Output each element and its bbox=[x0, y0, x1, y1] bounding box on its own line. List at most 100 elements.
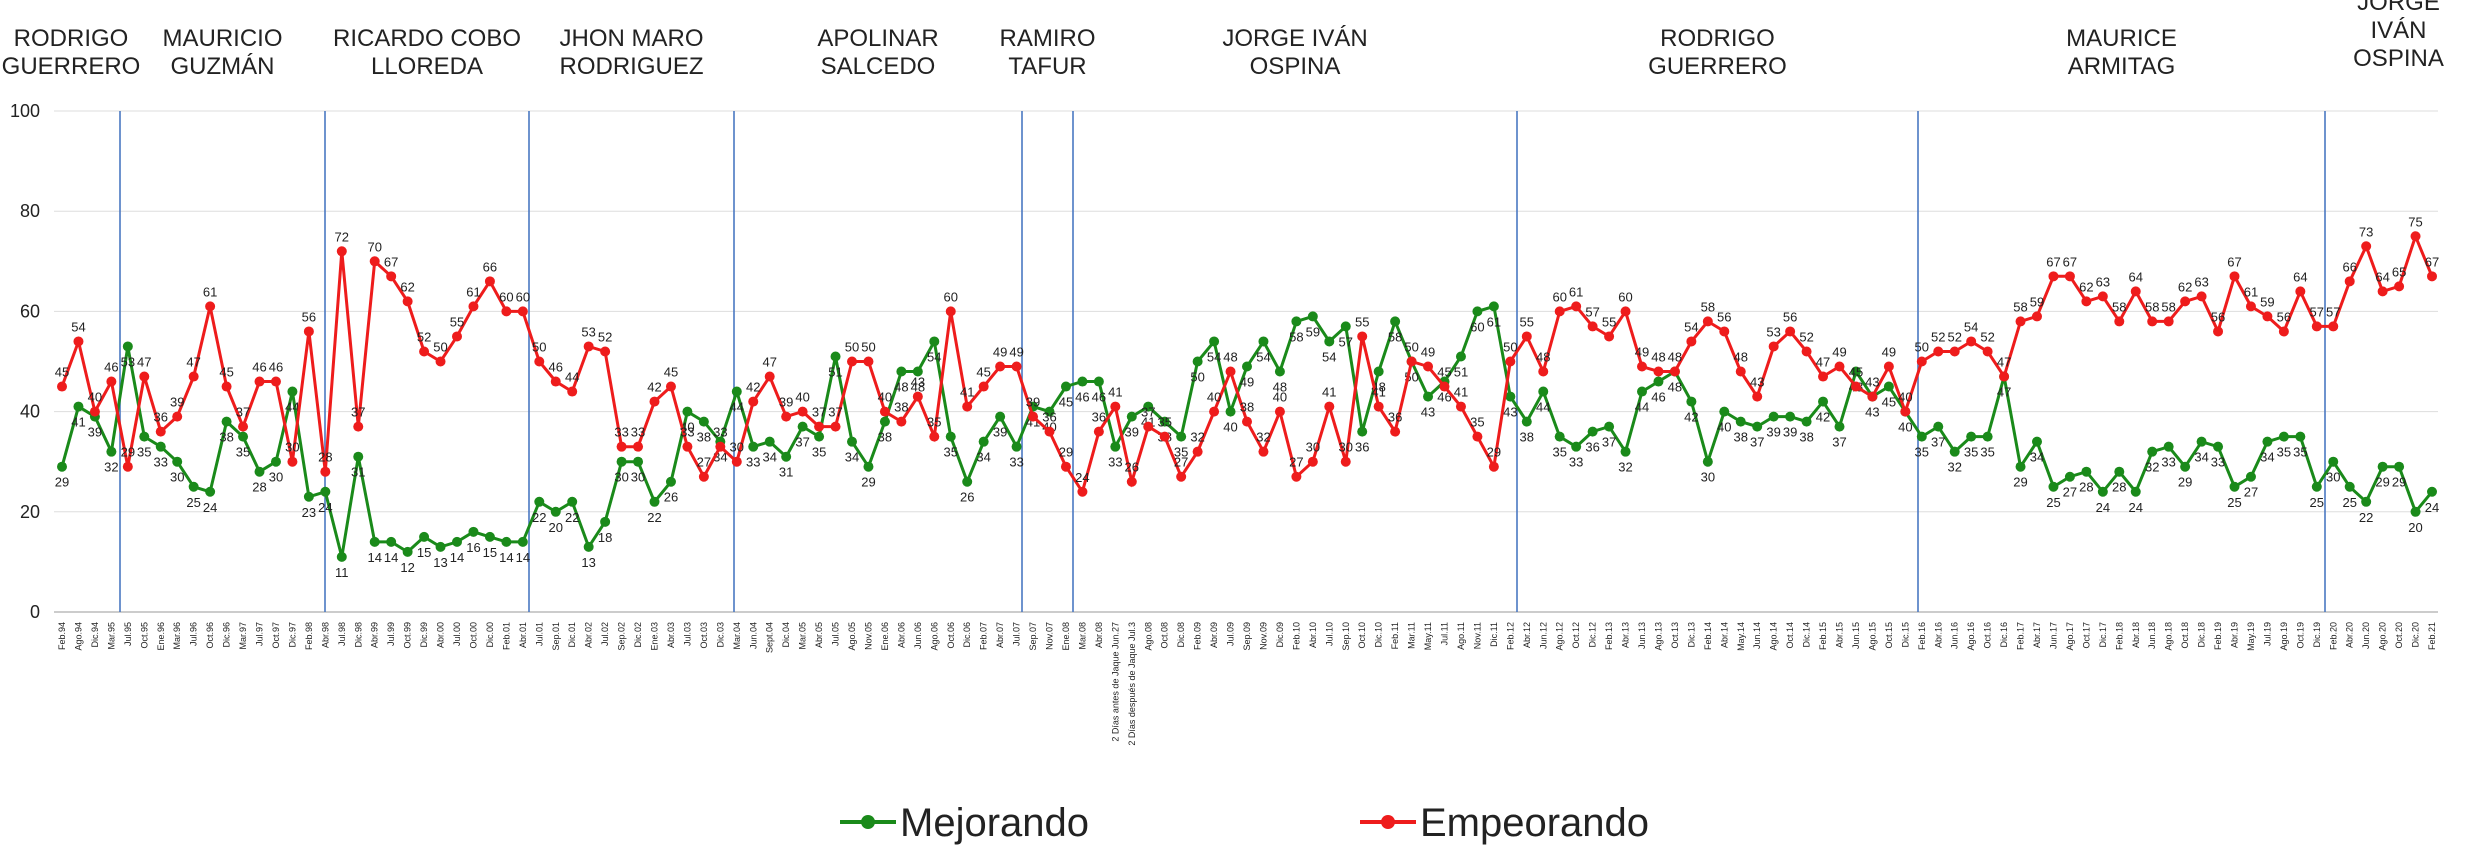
data-point bbox=[2245, 301, 2256, 312]
x-tick-label: Feb.14 bbox=[1703, 622, 1713, 650]
period-label: RODRIGO bbox=[1660, 25, 1775, 52]
data-label: 36 bbox=[1388, 410, 1402, 425]
data-label: 30 bbox=[2326, 470, 2340, 485]
data-label: 43 bbox=[1503, 405, 1517, 420]
data-label: 60 bbox=[516, 289, 530, 304]
y-tick-label: 60 bbox=[20, 301, 40, 321]
data-point bbox=[2229, 271, 2240, 282]
data-label: 52 bbox=[1947, 329, 1961, 344]
x-tick-label: Nov.09 bbox=[1258, 622, 1268, 650]
data-label: 14 bbox=[450, 550, 464, 565]
x-tick-label: Feb.11 bbox=[1390, 622, 1400, 649]
data-label: 34 bbox=[2030, 450, 2044, 465]
data-point bbox=[962, 476, 973, 487]
data-point bbox=[781, 411, 792, 422]
data-point bbox=[2196, 291, 2207, 302]
data-label: 47 bbox=[762, 355, 776, 370]
x-tick-label: Dic.19 bbox=[2312, 622, 2322, 648]
data-point bbox=[1439, 381, 1450, 392]
data-label: 48 bbox=[1223, 350, 1237, 365]
data-label: 35 bbox=[927, 415, 941, 430]
data-label: 61 bbox=[203, 284, 217, 299]
x-tick-label: Ago.05 bbox=[847, 622, 857, 651]
data-point bbox=[139, 371, 150, 382]
x-tick-label: Oct.14 bbox=[1785, 622, 1795, 649]
data-label: 56 bbox=[302, 309, 316, 324]
data-point bbox=[715, 441, 726, 452]
data-point bbox=[879, 416, 890, 427]
data-point bbox=[353, 421, 364, 432]
data-point bbox=[1488, 301, 1499, 312]
data-point bbox=[830, 421, 841, 432]
data-label: 45 bbox=[1437, 365, 1451, 380]
data-label: 25 bbox=[2342, 495, 2356, 510]
data-point bbox=[1324, 336, 1335, 347]
x-tick-label: Abr.15 bbox=[1835, 622, 1845, 648]
data-point bbox=[2015, 461, 2026, 472]
data-point bbox=[2180, 461, 2191, 472]
x-tick-label: May.11 bbox=[1423, 622, 1433, 650]
data-label: 43 bbox=[1865, 375, 1879, 390]
data-label: 53 bbox=[1766, 324, 1780, 339]
data-point bbox=[616, 456, 627, 467]
data-point bbox=[2262, 311, 2273, 322]
data-label: 58 bbox=[2145, 299, 2159, 314]
data-point bbox=[847, 356, 857, 367]
data-label: 46 bbox=[252, 360, 266, 375]
data-label: 54 bbox=[1256, 349, 1270, 364]
data-point bbox=[1982, 346, 1993, 357]
data-point bbox=[336, 551, 347, 562]
data-label: 65 bbox=[2392, 264, 2406, 279]
data-label: 24 bbox=[1075, 470, 1089, 485]
data-point bbox=[2394, 461, 2405, 472]
x-tick-label: Jul.19 bbox=[2262, 622, 2272, 646]
data-point bbox=[1686, 336, 1697, 347]
data-point bbox=[205, 301, 216, 312]
data-label: 64 bbox=[2375, 269, 2389, 284]
data-point bbox=[1373, 366, 1384, 377]
data-point bbox=[106, 446, 117, 457]
data-label: 30 bbox=[631, 470, 645, 485]
x-tick-label: Abr.07 bbox=[995, 622, 1005, 648]
data-label: 50 bbox=[1404, 340, 1418, 355]
x-tick-label: Abr.99 bbox=[370, 622, 380, 648]
data-label: 27 bbox=[2063, 485, 2077, 500]
x-tick-label: Oct.95 bbox=[139, 622, 149, 649]
data-label: 33 bbox=[631, 425, 645, 440]
data-point bbox=[89, 406, 100, 417]
data-label: 41 bbox=[1371, 385, 1385, 400]
data-point bbox=[1554, 431, 1565, 442]
x-tick-label: Jun.14 bbox=[1752, 622, 1762, 649]
data-point bbox=[550, 506, 561, 517]
data-point bbox=[2114, 466, 2125, 477]
data-point bbox=[1735, 416, 1746, 427]
data-point bbox=[468, 301, 479, 312]
data-point bbox=[698, 416, 709, 427]
x-tick-label: Abr.12 bbox=[1522, 622, 1532, 648]
data-label: 61 bbox=[1487, 314, 1501, 329]
data-point bbox=[649, 496, 660, 507]
data-point bbox=[221, 416, 232, 427]
x-tick-label: Feb.16 bbox=[1917, 622, 1927, 650]
data-point bbox=[962, 401, 973, 412]
data-label: 60 bbox=[1470, 319, 1484, 334]
data-label: 40 bbox=[1898, 390, 1912, 405]
data-point bbox=[2130, 286, 2141, 297]
data-label: 67 bbox=[384, 254, 398, 269]
data-point bbox=[2114, 316, 2125, 327]
data-label: 14 bbox=[499, 550, 513, 565]
data-point bbox=[1719, 406, 1730, 417]
x-tick-label: Jul.02 bbox=[600, 622, 610, 646]
data-point bbox=[1406, 356, 1417, 367]
x-tick-label: Feb.17 bbox=[2016, 622, 2026, 650]
data-label: 20 bbox=[2408, 520, 2422, 535]
data-point bbox=[1126, 476, 1137, 487]
x-tick-label: Abr.13 bbox=[1621, 622, 1631, 648]
data-point bbox=[1044, 426, 1055, 437]
legend-label: Empeorando bbox=[1420, 801, 1649, 845]
data-point bbox=[1225, 406, 1236, 417]
data-label: 24 bbox=[2425, 500, 2439, 515]
data-point bbox=[2311, 481, 2322, 492]
data-point bbox=[155, 441, 166, 452]
